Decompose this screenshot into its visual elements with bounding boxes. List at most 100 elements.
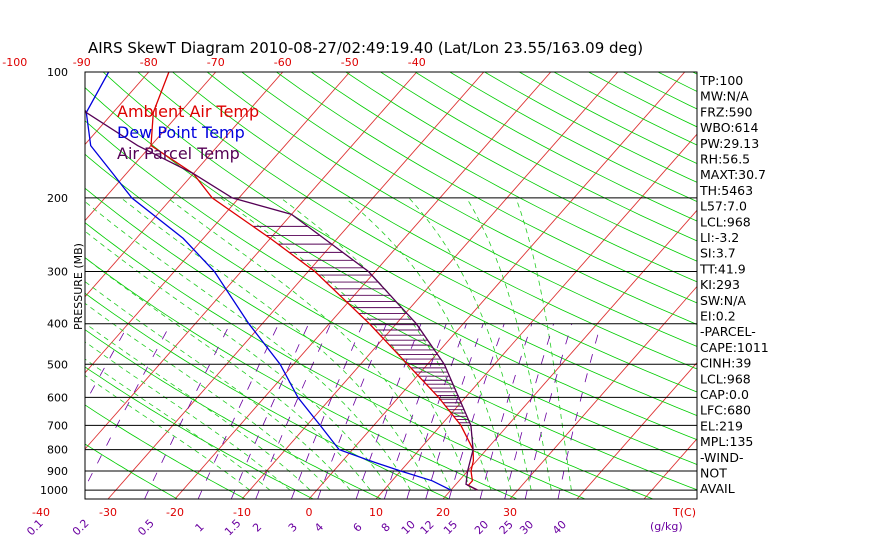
stat-line: EL:219 [700,418,743,433]
mixing-ratio-unit-label: (g/kg) [650,520,683,533]
isotherm-line [308,72,686,499]
isotherm-line [576,361,697,499]
isotherm-line [85,72,418,450]
dry-adiabat-line [85,187,654,499]
legend-entry: Dew Point Temp [117,123,245,142]
pressure-tick-label: 400 [47,318,68,331]
isotherm-line [85,72,284,298]
top-temp-tick-label: -90 [73,56,91,69]
stat-line: AVAIL [700,481,735,496]
dry-adiabat-line [85,366,314,499]
stat-line: NOT [700,466,727,481]
stat-line: PW:29.13 [700,136,759,151]
stat-line: MW:N/A [700,89,749,104]
dry-adiabat-line [276,72,697,304]
mixing-ratio-line [406,323,467,499]
mixing-ratio-line [255,323,332,499]
isotherm-line [85,72,351,374]
pressure-tick-label: 300 [47,266,68,279]
temp-unit-label: T(C) [672,506,696,519]
pressure-tick-label: 800 [47,444,68,457]
stat-line: TT:41.9 [699,261,746,276]
dry-adiabat-line [85,329,382,499]
dry-adiabat-line [310,72,697,283]
stat-line: TP:100 [699,73,743,88]
mixing-ratio-line [85,323,171,489]
stat-line: RH:56.5 [700,152,750,167]
stat-line: CAPE:1011 [700,340,769,355]
ambient-temp-line [150,72,478,491]
top-temp-tick-label: -60 [274,56,292,69]
mixing-ratio-line [197,323,280,499]
stat-line: KI:293 [700,277,740,292]
pressure-tick-label: 600 [47,391,68,404]
grid-lines [85,72,697,499]
dry-adiabat-line [206,72,697,347]
stat-line: LCL:968 [700,214,751,229]
isotherm-line [241,72,619,499]
dry-adiabat-line [241,72,697,325]
plot-frame [84,71,698,500]
pressure-tick-label: 900 [47,465,68,478]
pressure-tick-label: 1000 [40,484,68,497]
mixing-ratio-line [317,323,387,499]
dry-adiabat-line [137,72,697,393]
moist-adiabat-line [344,197,512,491]
dry-adiabat-line [85,404,246,499]
stat-line: FRZ:590 [700,104,753,119]
pressure-tick-label: 200 [47,192,68,205]
stat-line: EI:0.2 [700,309,736,324]
stat-line: SW:N/A [700,293,746,308]
stat-line: -WIND- [700,450,744,465]
bottom-temp-tick-label: 30 [503,506,517,519]
isotherm-line [85,72,217,222]
mixing-ratio-line [230,323,310,499]
bottom-temp-tick-label: -40 [32,506,50,519]
top-temp-tick-label: -100 [2,56,27,69]
bottom-temp-tick-label: -20 [166,506,184,519]
stat-line: MPL:135 [700,434,753,449]
mixing-ratio-line [504,323,554,499]
profile-series [85,72,478,491]
dry-adiabat-line [85,120,697,465]
pressure-tick-label: 500 [47,358,68,371]
stat-line: CAP:0.0 [700,387,749,402]
bottom-temp-tick-label: 20 [436,506,450,519]
stat-line: LCL:968 [700,371,751,386]
bottom-temp-tick-label: -30 [99,506,117,519]
mixing-ratio-line [291,323,364,499]
top-temp-tick-label: -80 [140,56,158,69]
mixing-ratio-line [524,323,573,499]
stat-line: CINH:39 [700,356,751,371]
isotherm-line [375,133,697,499]
stat-line: TH:5463 [699,183,753,198]
isotherm-line [442,209,697,499]
dry-adiabat-line [85,153,697,491]
bottom-temp-tick-label: -10 [233,506,251,519]
isotherm-line [174,72,552,499]
mixing-ratio-line [383,323,447,499]
pressure-tick-label: 100 [47,66,68,79]
stat-line: LFC:680 [700,403,751,418]
dry-adiabat-line [102,72,697,416]
stat-line: SI:3.7 [700,246,736,261]
legend-entry: Ambient Air Temp [117,102,259,121]
stat-line: L57:7.0 [700,199,747,214]
dew-point-line [85,72,452,491]
isotherm-line [85,72,150,146]
chart-title: AIRS SkewT Diagram 2010-08-27/02:49:19.4… [88,39,643,57]
legend: Ambient Air Temp Dew Point Temp Air Parcel… [117,102,259,163]
stat-line: LI:-3.2 [700,230,739,245]
pressure-tick-label: 700 [47,419,68,432]
stats-panel: TP:100MW:N/AFRZ:590WBO:614PW:29.13RH:56.… [699,73,769,496]
dry-adiabat-line [85,222,586,499]
mixing-ratio-line [479,323,533,499]
moist-adiabat-line [408,197,532,491]
stat-line: MAXT:30.7 [700,167,766,182]
isotherm-line [509,285,697,499]
moist-adiabat-line [85,322,311,491]
dry-adiabat-line [85,257,518,499]
mixing-ratio-line [144,323,231,499]
mixing-ratio-line [448,323,505,499]
